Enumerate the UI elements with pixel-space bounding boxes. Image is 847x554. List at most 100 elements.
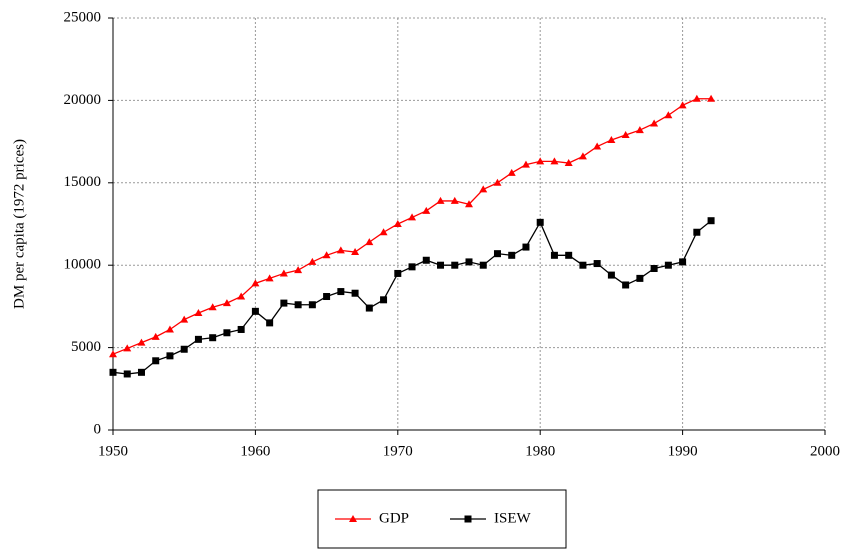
x-tick-label: 2000 <box>810 443 840 459</box>
marker <box>465 200 473 208</box>
legend-label: ISEW <box>494 510 532 526</box>
y-tick-label: 15000 <box>64 174 102 190</box>
marker <box>578 152 587 160</box>
marker <box>251 307 259 315</box>
marker <box>493 178 502 186</box>
marker <box>349 515 357 522</box>
marker <box>351 248 360 256</box>
y-tick-label: 0 <box>94 421 102 437</box>
marker <box>294 266 303 274</box>
marker <box>493 250 501 258</box>
marker <box>379 228 388 236</box>
marker <box>521 160 530 168</box>
marker <box>209 334 217 342</box>
marker <box>437 261 445 269</box>
marker <box>479 185 488 193</box>
y-tick-label: 20000 <box>64 92 102 108</box>
marker <box>165 325 174 333</box>
marker <box>180 345 188 353</box>
marker <box>692 94 701 102</box>
marker <box>522 243 530 251</box>
marker <box>536 157 545 165</box>
marker <box>351 289 359 297</box>
marker <box>664 261 672 269</box>
marker <box>550 251 558 259</box>
marker <box>664 111 673 119</box>
x-tick-label: 1980 <box>525 443 555 459</box>
marker <box>678 101 687 109</box>
marker <box>251 279 260 287</box>
marker <box>536 218 544 226</box>
marker <box>508 251 516 259</box>
marker <box>607 271 615 279</box>
marker <box>365 304 373 312</box>
marker <box>109 368 117 376</box>
marker <box>194 335 202 343</box>
marker <box>408 263 416 271</box>
marker <box>152 357 160 365</box>
marker <box>436 196 445 204</box>
marker <box>507 168 516 176</box>
marker <box>322 251 331 259</box>
x-tick-label: 1960 <box>240 443 270 459</box>
marker <box>151 332 160 340</box>
marker <box>123 370 131 378</box>
marker <box>237 292 246 300</box>
marker <box>180 315 189 323</box>
marker <box>308 257 317 265</box>
marker <box>408 213 417 221</box>
marker <box>479 261 487 269</box>
marker <box>565 251 573 259</box>
marker <box>237 325 245 333</box>
marker <box>380 296 388 304</box>
marker <box>579 261 587 269</box>
marker <box>137 368 145 376</box>
marker <box>222 299 231 307</box>
marker <box>137 338 146 346</box>
y-tick-label: 5000 <box>71 339 101 355</box>
marker <box>308 301 316 309</box>
marker <box>693 228 701 236</box>
marker <box>622 281 630 289</box>
marker <box>635 126 644 134</box>
marker <box>266 319 274 327</box>
y-tick-label: 25000 <box>64 9 102 25</box>
line <box>112 98 712 355</box>
marker <box>123 344 132 352</box>
marker <box>621 131 630 139</box>
marker <box>294 301 302 309</box>
marker <box>679 258 687 266</box>
marker <box>465 258 473 266</box>
x-tick-label: 1990 <box>668 443 698 459</box>
marker <box>607 135 616 143</box>
marker <box>393 220 402 227</box>
line <box>112 220 712 375</box>
marker <box>636 274 644 282</box>
marker <box>422 206 431 214</box>
marker <box>265 274 274 282</box>
x-tick-label: 1950 <box>98 443 128 459</box>
x-tick-label: 1970 <box>383 443 413 459</box>
marker <box>337 288 345 296</box>
marker <box>464 515 472 523</box>
marker <box>650 264 658 272</box>
legend: GDP ISEW <box>317 489 567 549</box>
legend-label: GDP <box>379 510 409 526</box>
marker <box>109 350 117 358</box>
marker <box>650 119 659 127</box>
marker <box>422 256 430 264</box>
marker <box>323 293 331 301</box>
marker <box>593 260 601 268</box>
marker <box>707 94 716 102</box>
marker <box>279 269 288 277</box>
marker <box>208 303 217 311</box>
marker <box>593 142 602 150</box>
marker <box>564 159 573 167</box>
marker <box>550 157 559 165</box>
marker <box>394 269 402 277</box>
marker <box>336 246 345 254</box>
marker <box>166 352 174 360</box>
marker <box>223 329 231 337</box>
marker <box>451 261 459 269</box>
